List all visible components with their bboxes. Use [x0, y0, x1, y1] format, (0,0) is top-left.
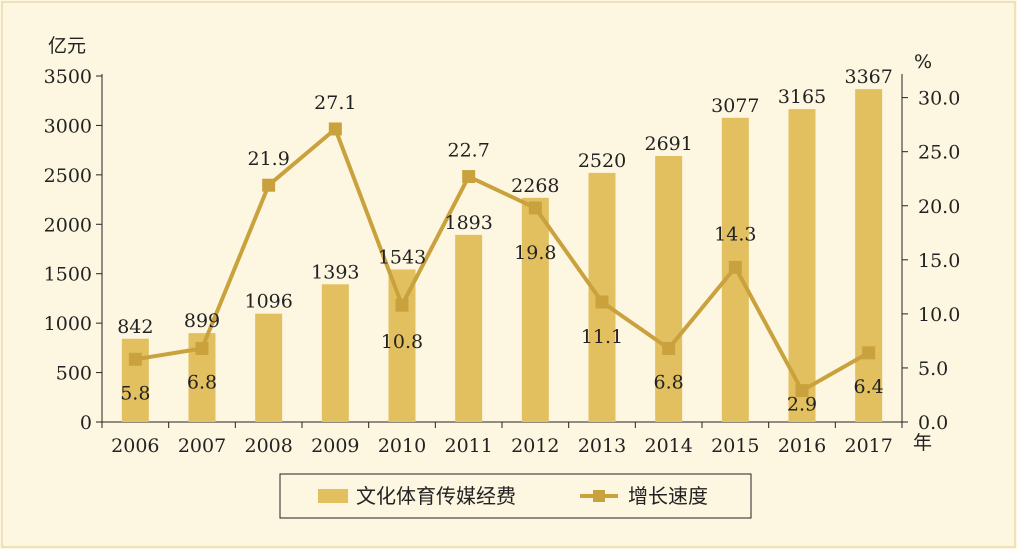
bar-value-label: 1543	[378, 246, 426, 268]
bar-value-label: 3077	[711, 95, 759, 117]
x-tick-label: 2014	[644, 435, 692, 457]
y-left-unit-label: 亿元	[48, 35, 86, 57]
x-tick-label: 2007	[178, 435, 226, 457]
bar-value-label: 899	[184, 310, 220, 332]
x-tick-label: 2017	[844, 435, 892, 457]
growth-value-label: 6.8	[187, 371, 217, 393]
growth-point-2013	[595, 295, 609, 309]
y-right-tick-label: 10.0	[918, 304, 960, 326]
bar-value-label: 3367	[844, 66, 892, 88]
bar-value-label: 1393	[311, 261, 359, 283]
bar-value-label: 3165	[778, 86, 826, 108]
growth-value-label: 5.8	[120, 382, 150, 404]
bar-2006	[121, 338, 149, 422]
growth-value-label: 2.9	[787, 394, 817, 416]
growth-point-2008	[262, 178, 276, 192]
bar-value-label: 2520	[578, 150, 626, 172]
bar-value-label: 842	[117, 316, 153, 338]
line-layer	[128, 122, 876, 398]
y-right-unit-label: %	[914, 51, 932, 73]
bar-2008	[255, 313, 283, 422]
bar-value-label: 1893	[444, 212, 492, 234]
bar-value-label: 1096	[244, 291, 292, 313]
x-tick-label: 2010	[378, 435, 426, 457]
growth-value-label: 6.4	[854, 376, 884, 398]
x-tick-label: 2015	[711, 435, 759, 457]
growth-point-2011	[462, 170, 476, 184]
legend: 文化体育传媒经费 增长速度	[279, 473, 752, 519]
bar-value-label: 2691	[644, 133, 692, 155]
growth-point-2010	[395, 298, 409, 312]
legend-swatch-bar	[318, 489, 348, 503]
growth-rate-line	[135, 126, 870, 393]
x-unit-label: 年	[913, 432, 932, 454]
growth-point-2007	[195, 341, 209, 355]
y-right-tick-label: 25.0	[918, 142, 960, 164]
y-left-tick-label: 3500	[44, 66, 92, 88]
bar-2010	[388, 269, 416, 422]
x-tick-label: 2016	[778, 435, 826, 457]
bars-layer	[121, 89, 883, 423]
legend-label-growth: 增长速度	[628, 484, 708, 508]
growth-point-2015	[728, 260, 742, 274]
bar-2014	[655, 155, 683, 422]
y-right-tick-label: 15.0	[918, 250, 960, 272]
growth-value-label: 27.1	[314, 92, 356, 114]
bar-2009	[321, 284, 349, 422]
y-left-tick-label: 1000	[44, 313, 92, 335]
growth-value-label: 6.8	[654, 371, 684, 393]
growth-point-2009	[328, 122, 342, 136]
y-left-tick-label: 1500	[44, 264, 92, 286]
y-left-tick-label: 500	[56, 363, 92, 385]
y-right-tick-label: 5.0	[918, 358, 948, 380]
bar-2017	[855, 89, 883, 422]
growth-value-label: 11.1	[581, 326, 623, 348]
growth-value-label: 10.8	[381, 331, 423, 353]
legend-label-funding: 文化体育传媒经费	[356, 484, 516, 508]
growth-point-2012	[528, 201, 542, 215]
x-tick-label: 2013	[578, 435, 626, 457]
growth-point-2017	[862, 346, 876, 360]
y-left-tick-label: 0	[80, 412, 92, 434]
growth-value-label: 19.8	[514, 242, 556, 264]
bar-value-label: 2268	[511, 175, 559, 197]
y-left-tick-label: 3000	[44, 115, 92, 137]
growth-point-2016	[795, 384, 809, 398]
growth-point-2014	[662, 341, 676, 355]
y-right-tick-label: 20.0	[918, 196, 960, 218]
x-tick-label: 2006	[111, 435, 159, 457]
growth-value-label: 14.3	[714, 223, 756, 245]
y-right-tick-label: 0.0	[918, 412, 948, 434]
bar-2012	[521, 197, 549, 422]
axis-layer: 亿元 % 年 0 500 1000 1500 2000 2500 3000 3500 0.0 5.…	[44, 35, 961, 457]
legend-swatch-marker	[593, 490, 605, 502]
growth-value-label: 21.9	[248, 148, 290, 170]
growth-value-label: 22.7	[448, 140, 490, 162]
bar-2011	[455, 234, 483, 422]
y-left-tick-label: 2000	[44, 214, 92, 236]
y-left-tick-label: 2500	[44, 165, 92, 187]
legend-box	[279, 473, 752, 519]
growth-point-2006	[128, 352, 142, 366]
x-tick-label: 2011	[444, 435, 492, 457]
x-tick-label: 2012	[511, 435, 559, 457]
x-tick-label: 2008	[244, 435, 292, 457]
labels-layer: 842 899 1096 1393 1543 1893 2268 2520 2691 3077 31…	[117, 66, 893, 415]
x-tick-label: 2009	[311, 435, 359, 457]
y-right-tick-label: 30.0	[918, 88, 960, 110]
